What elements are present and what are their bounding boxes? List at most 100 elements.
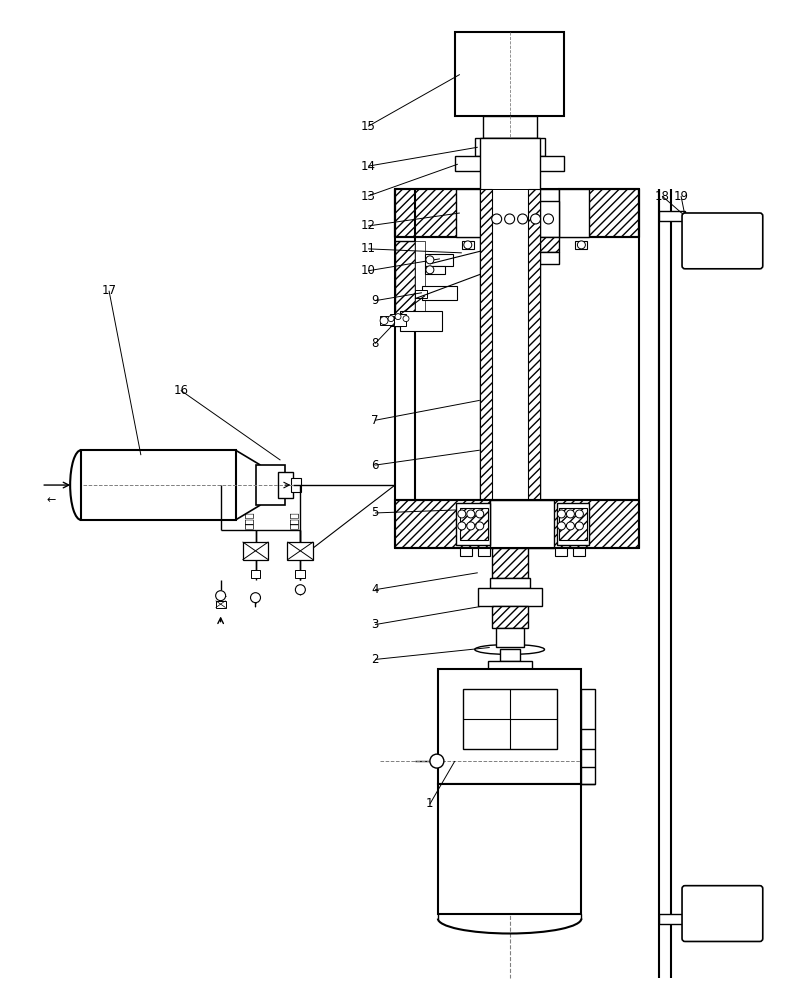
Ellipse shape	[475, 645, 545, 654]
Circle shape	[250, 593, 261, 603]
Bar	[558, 503, 589, 545]
Circle shape	[295, 585, 305, 595]
Text: 8: 8	[371, 337, 378, 350]
Bar	[490, 252, 559, 264]
Circle shape	[426, 256, 434, 264]
Bar	[425, 254, 453, 266]
Circle shape	[567, 510, 575, 518]
Bar	[460, 548, 472, 556]
Bar	[395, 241, 415, 326]
Bar	[491, 548, 528, 578]
Text: ←: ←	[47, 495, 56, 505]
Bar	[491, 606, 528, 628]
Circle shape	[466, 510, 475, 518]
Circle shape	[215, 591, 226, 601]
Bar	[415, 290, 427, 298]
Text: 14: 14	[361, 160, 375, 173]
Text: 6: 6	[371, 459, 378, 472]
Text: 18: 18	[654, 190, 670, 203]
Circle shape	[476, 522, 483, 530]
Bar	[287, 542, 313, 560]
Bar	[559, 189, 639, 237]
Bar	[479, 138, 540, 500]
Text: 15: 15	[361, 120, 375, 133]
Text: 10: 10	[361, 264, 375, 277]
Bar	[500, 649, 520, 661]
Bar	[659, 211, 685, 221]
Bar	[278, 472, 294, 498]
Text: 7: 7	[371, 414, 378, 427]
Bar	[575, 241, 587, 249]
Text: 液压气: 液压气	[244, 511, 253, 529]
Bar	[487, 661, 532, 669]
Circle shape	[426, 266, 434, 274]
Circle shape	[577, 241, 585, 249]
Circle shape	[380, 317, 388, 325]
Bar	[250, 570, 261, 578]
Circle shape	[517, 214, 528, 224]
Bar	[659, 914, 685, 924]
Text: 11: 11	[361, 242, 375, 255]
Bar	[460, 508, 487, 540]
Text: 1: 1	[426, 797, 433, 810]
Bar	[479, 189, 491, 500]
Bar	[456, 189, 490, 237]
Bar	[555, 548, 567, 556]
Bar	[455, 32, 564, 116]
Bar	[455, 156, 564, 171]
Circle shape	[567, 522, 575, 530]
Circle shape	[575, 510, 583, 518]
Text: 9: 9	[371, 294, 378, 307]
Bar	[559, 189, 589, 237]
Text: 16: 16	[174, 384, 188, 397]
Text: 2: 2	[371, 653, 378, 666]
Bar	[295, 570, 305, 578]
Bar	[438, 669, 581, 784]
Bar	[491, 189, 528, 500]
Bar	[559, 508, 587, 540]
Text: 13: 13	[361, 190, 375, 203]
Circle shape	[544, 214, 554, 224]
Bar	[291, 478, 301, 492]
Circle shape	[466, 522, 475, 530]
Bar	[483, 116, 537, 138]
Bar	[82, 450, 236, 520]
FancyBboxPatch shape	[682, 886, 763, 941]
Bar	[490, 201, 559, 237]
Circle shape	[403, 316, 409, 322]
Circle shape	[558, 510, 566, 518]
Circle shape	[430, 754, 444, 768]
Text: 雾化气: 雾化气	[288, 511, 299, 529]
Bar	[456, 503, 490, 545]
Text: 3: 3	[371, 618, 378, 631]
Text: 19: 19	[674, 190, 688, 203]
Bar	[425, 266, 445, 274]
Bar	[475, 138, 545, 156]
Bar	[422, 286, 457, 300]
Circle shape	[464, 241, 472, 249]
Bar	[390, 314, 406, 326]
Bar	[380, 316, 394, 325]
Bar	[491, 171, 528, 189]
FancyBboxPatch shape	[682, 213, 763, 269]
Bar	[490, 500, 554, 548]
Bar	[256, 465, 286, 505]
Bar	[400, 311, 442, 331]
Bar	[581, 689, 596, 784]
Bar	[490, 237, 559, 252]
Circle shape	[491, 214, 502, 224]
Bar	[415, 241, 425, 326]
Bar	[243, 542, 269, 560]
Circle shape	[458, 522, 466, 530]
Circle shape	[530, 214, 541, 224]
Circle shape	[458, 510, 466, 518]
Text: 4: 4	[371, 583, 378, 596]
Bar	[574, 548, 585, 556]
Bar	[478, 548, 490, 556]
Bar	[478, 588, 541, 606]
Bar	[395, 500, 639, 548]
Bar	[490, 189, 559, 237]
Circle shape	[575, 522, 583, 530]
Circle shape	[476, 510, 483, 518]
Circle shape	[504, 214, 515, 224]
